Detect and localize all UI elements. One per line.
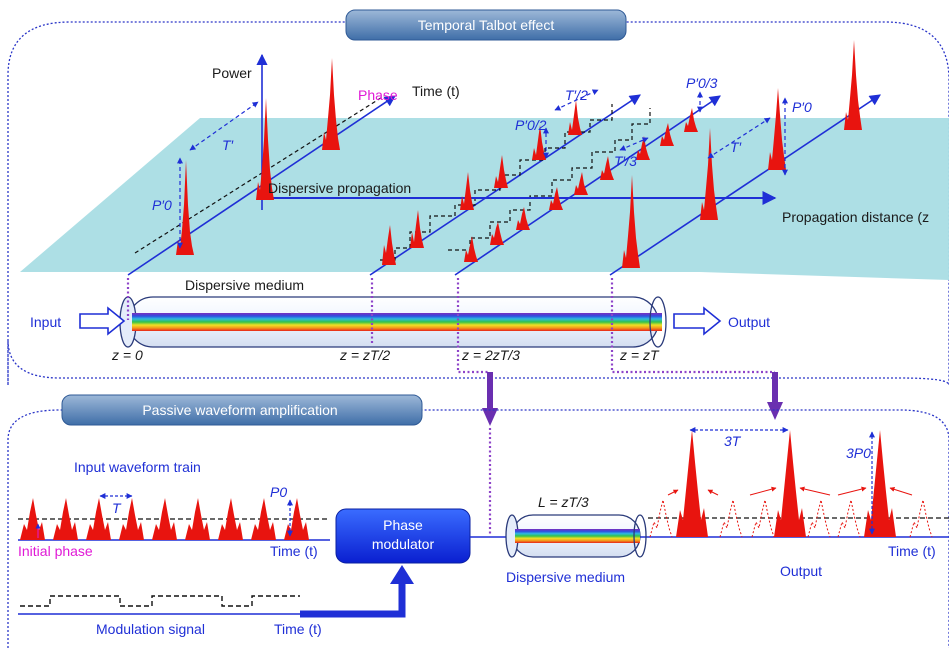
pulses-zt [618, 40, 862, 268]
z-label-0: z = 0 [111, 347, 143, 363]
modulation-feed-arrow [390, 565, 414, 584]
dispersive-propagation-label: Dispersive propagation [268, 180, 411, 196]
modulation-signal-label: Modulation signal [96, 621, 205, 637]
dispersive-medium-short [505, 514, 647, 558]
propagation-distance-label: Propagation distance (z [782, 209, 929, 225]
amp-half-label: P′0/2 [515, 117, 547, 133]
amp-label-zt: P′0 [792, 99, 812, 115]
modulation-waveform [20, 595, 300, 607]
output-label: Output [728, 314, 770, 330]
input-train-label: Input waveform train [74, 459, 201, 475]
input-amp-label: P0 [270, 484, 287, 500]
output-amp-label: 3P0 [846, 445, 871, 461]
short-medium-label: Dispersive medium [506, 569, 625, 585]
pulses-zt-twothirds [460, 108, 698, 262]
talbot-title: Temporal Talbot effect [418, 17, 555, 33]
output-period-label: 3T [724, 433, 742, 449]
pulses-zt-half [378, 100, 582, 265]
third-period-label: T′/3 [614, 153, 637, 169]
input-pulses [20, 498, 309, 540]
talbot-title-tab [345, 9, 627, 41]
connector-arrows [482, 372, 783, 536]
input-arrow [79, 306, 126, 336]
phase-modulator-box [335, 508, 471, 564]
z-label-t: z = zT [619, 347, 660, 363]
dispersive-medium-long [119, 296, 667, 348]
modulation-feed [300, 582, 406, 618]
power-label: Power [212, 65, 252, 81]
ghost-pulses [649, 499, 933, 538]
input-period-label: T [112, 500, 122, 516]
amp-third-label: P′0/3 [686, 75, 718, 91]
phase-modulator-line-2: modulator [372, 536, 435, 552]
pulses-z0 [172, 58, 340, 255]
phase-label: Phase [358, 87, 398, 103]
fiber-length-label: L = zT/3 [538, 494, 589, 510]
half-period-label: T′/2 [565, 87, 588, 103]
phase-modulator-line-1: Phase [383, 517, 423, 533]
period-label-zt: T′ [730, 139, 743, 155]
output-bottom-label: Output [780, 563, 822, 579]
input-time-label: Time (t) [270, 543, 318, 559]
modulation-time-label: Time (t) [274, 621, 322, 637]
measure-arrows [177, 89, 788, 249]
z-label-twothirds: z = 2zT/3 [461, 347, 520, 363]
output-arrow [673, 306, 722, 336]
output-time-label: Time (t) [888, 543, 936, 559]
dispersive-medium-label: Dispersive medium [185, 277, 304, 293]
talbot-panel: Power Phase Time (t) Dispersive propagat… [7, 9, 949, 386]
ghost-arrows [667, 486, 913, 496]
initial-phase-label: Initial phase [18, 543, 93, 559]
amplification-title: Passive waveform amplification [142, 402, 337, 418]
z-label-half: z = zT/2 [339, 347, 390, 363]
position-guides [126, 278, 775, 374]
input-label: Input [30, 314, 61, 330]
amplification-panel-border [7, 409, 949, 648]
time-axis-label: Time (t) [412, 83, 460, 99]
amplification-title-tab [61, 394, 423, 426]
amp-label: P′0 [152, 197, 172, 213]
amplification-panel: Passive waveform amplification Input wav… [7, 394, 949, 648]
period-label: T′ [222, 137, 235, 153]
